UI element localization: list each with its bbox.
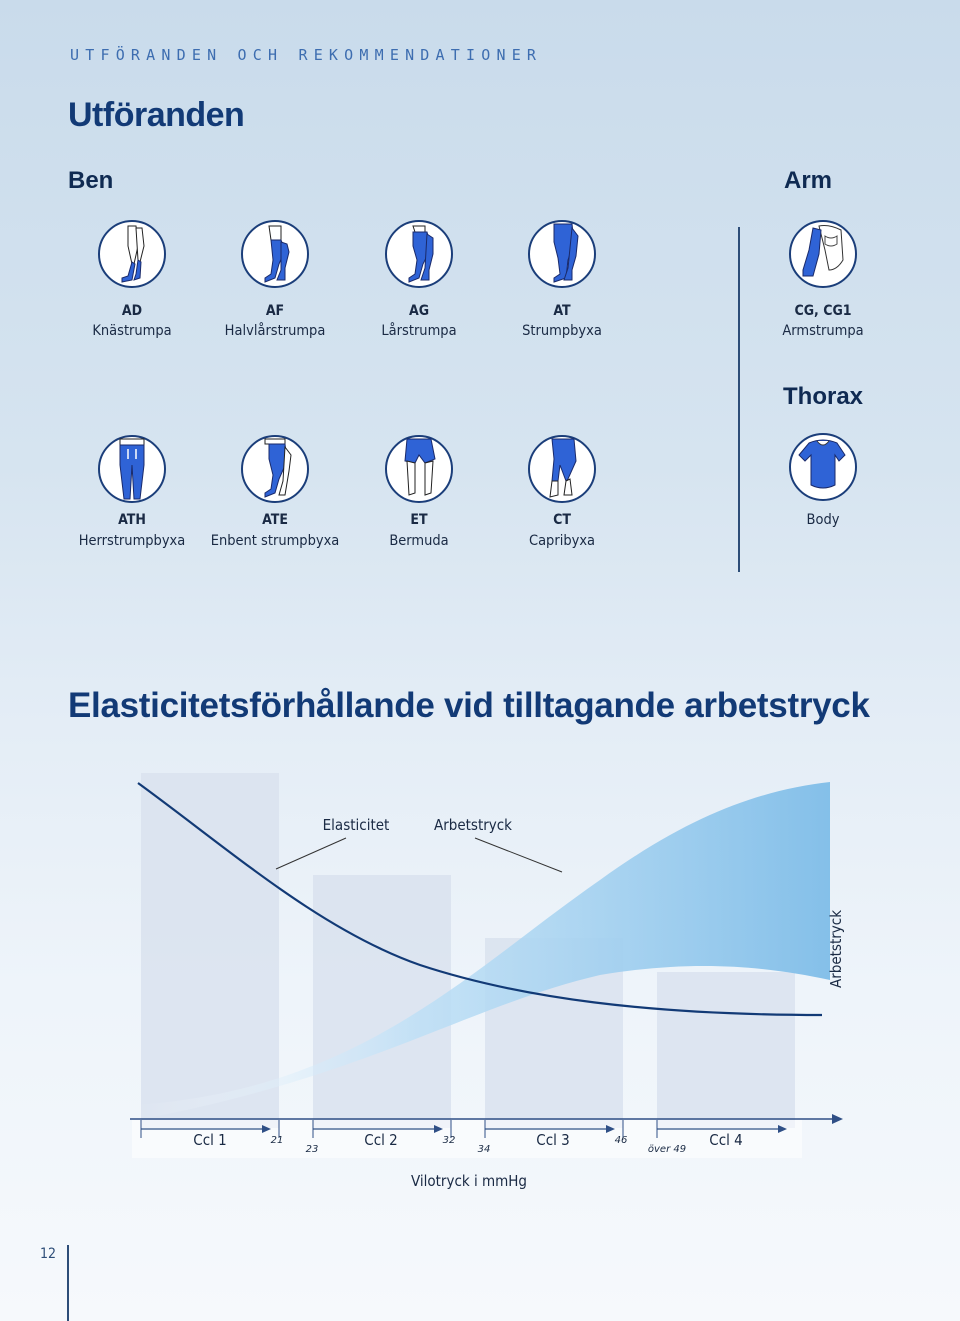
- mens-pantyhose-icon: [98, 435, 166, 503]
- label-herrstrumpbyxa: Herrstrumpbyxa: [78, 533, 186, 549]
- half-thigh-stocking-icon: [241, 220, 309, 288]
- bar-ccl-2: [313, 875, 451, 1128]
- category-label-ccl-2: Ccl 2: [364, 1131, 397, 1149]
- label-enbent-strumpbyxa: Enbent strumpbyxa: [210, 533, 340, 549]
- section-heading-ben: Ben: [68, 167, 114, 194]
- category-label-ccl-1: Ccl 1: [193, 1131, 226, 1149]
- section-heading-thorax: Thorax: [783, 383, 864, 410]
- range-label-46: 46: [615, 1135, 628, 1146]
- code-et: ET: [410, 512, 428, 528]
- code-at: AT: [553, 303, 571, 319]
- code-af: AF: [265, 303, 285, 319]
- code-ct: CT: [553, 512, 571, 528]
- label-knastrumpa: Knästrumpa: [92, 323, 172, 339]
- category-label-ccl-3: Ccl 3: [536, 1131, 569, 1149]
- series-label-arbetstryck: Arbetstryck: [434, 816, 512, 834]
- pantyhose-icon: [528, 220, 596, 288]
- range-label-over-49: över 49: [648, 1144, 686, 1155]
- page-number: 12: [40, 1246, 57, 1262]
- series-label-elasticitet: Elasticitet: [323, 816, 390, 834]
- arm-sleeve-icon: [789, 220, 857, 288]
- column-divider: [738, 227, 740, 572]
- section-heading-arm: Arm: [784, 167, 833, 194]
- code-ate: ATE: [262, 512, 288, 528]
- capri-icon: [528, 435, 596, 503]
- label-bermuda: Bermuda: [389, 533, 449, 549]
- code-ath: ATH: [118, 512, 146, 528]
- chart-title: Elasticitetsförhållande vid tilltagande …: [68, 686, 870, 725]
- page-number-divider: [67, 1245, 69, 1321]
- range-label-23: 23: [306, 1144, 319, 1155]
- section-kicker: UTFÖRANDEN OCH REKOMMENDATIONER: [70, 46, 543, 64]
- elasticity-chart: Elasticitet Arbetstryck Arbetstryck Ccl …: [130, 773, 845, 1190]
- body-garment-icon: [789, 433, 857, 501]
- axis-panel: [132, 1120, 802, 1158]
- code-cg: CG, CG1: [794, 303, 852, 319]
- bar-ccl-4: [657, 972, 795, 1128]
- range-label-34: 34: [478, 1144, 491, 1155]
- single-leg-pantyhose-icon: [241, 435, 309, 503]
- arbetstryck-band: [135, 782, 830, 1120]
- label-armstrumpa: Armstrumpa: [782, 323, 864, 339]
- label-halvlarstrumpa: Halvlårstrumpa: [224, 323, 326, 339]
- thigh-stocking-icon: [385, 220, 453, 288]
- elasticitet-line: [137, 782, 823, 1017]
- bermuda-icon: [385, 435, 453, 503]
- x-axis-label: Vilotryck i mmHg: [411, 1172, 527, 1190]
- y-axis-label: Arbetstryck: [827, 910, 845, 988]
- callout-arbetstryck: [474, 837, 563, 873]
- category-label-ccl-4: Ccl 4: [709, 1131, 742, 1149]
- label-capribyxa: Capribyxa: [528, 533, 596, 549]
- range-label-21: 21: [271, 1135, 284, 1146]
- callout-elasticitet: [275, 837, 347, 870]
- knee-stocking-icon: [98, 220, 166, 288]
- code-ag: AG: [408, 303, 430, 319]
- label-body: Body: [806, 512, 840, 528]
- label-larstrumpa: Lårstrumpa: [381, 323, 457, 339]
- label-strumpbyxa: Strumpbyxa: [522, 323, 602, 339]
- bar-ccl-1: [141, 773, 279, 1128]
- x-axis-arrow: [832, 1114, 843, 1124]
- code-ad: AD: [121, 303, 143, 319]
- range-label-32: 32: [443, 1135, 456, 1146]
- page-title: Utföranden: [68, 96, 245, 134]
